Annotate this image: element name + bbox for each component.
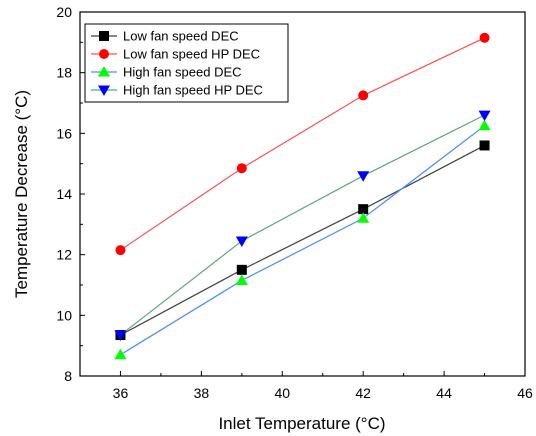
x-tick-label: 36 bbox=[113, 385, 129, 401]
x-tick-label: 38 bbox=[194, 385, 210, 401]
y-tick-label: 18 bbox=[56, 65, 72, 81]
data-point bbox=[478, 119, 491, 131]
data-point bbox=[479, 140, 490, 151]
legend-item: High fan speed DEC bbox=[91, 65, 242, 80]
series-2 bbox=[115, 32, 490, 256]
series-line bbox=[120, 125, 485, 356]
y-tick-label: 12 bbox=[56, 247, 72, 263]
x-tick-label: 44 bbox=[436, 385, 452, 401]
y-tick-label: 10 bbox=[56, 307, 72, 323]
legend-item: Low fan speed DEC bbox=[91, 29, 239, 44]
series-layer bbox=[114, 32, 491, 360]
legend-item: Low fan speed HP DEC bbox=[91, 47, 260, 62]
x-axis: 36 38 40 42 44 46 bbox=[79, 371, 533, 401]
data-point bbox=[358, 90, 369, 101]
data-point bbox=[357, 171, 370, 182]
legend-label: High fan speed HP DEC bbox=[123, 83, 263, 98]
data-point bbox=[235, 236, 248, 248]
legend-box bbox=[84, 23, 289, 103]
data-point bbox=[114, 348, 127, 360]
legend-marker bbox=[99, 31, 109, 41]
data-point bbox=[236, 264, 247, 275]
legend-label: Low fan speed DEC bbox=[123, 29, 239, 44]
legend-item: High fan speed HP DEC bbox=[91, 83, 263, 98]
data-point bbox=[358, 204, 369, 215]
y-axis: 8 10 12 14 16 18 20 bbox=[56, 4, 85, 384]
legend-marker bbox=[98, 66, 110, 77]
legend-label: Low fan speed HP DEC bbox=[123, 47, 260, 62]
y-tick-label: 8 bbox=[64, 368, 72, 384]
series-line bbox=[120, 114, 485, 336]
x-tick-label: 40 bbox=[274, 385, 290, 401]
series-3 bbox=[114, 119, 491, 360]
data-point bbox=[478, 110, 491, 122]
legend-label: High fan speed DEC bbox=[123, 65, 242, 80]
series-line bbox=[120, 37, 485, 251]
y-axis-title: Temperature Decrease (°C) bbox=[12, 90, 31, 298]
legend-marker bbox=[99, 49, 109, 59]
data-point bbox=[115, 245, 126, 256]
data-point bbox=[357, 212, 370, 223]
data-point bbox=[114, 330, 127, 342]
y-tick-label: 14 bbox=[56, 186, 72, 202]
series-line bbox=[120, 144, 485, 336]
legend: Low fan speed DEC Low fan speed HP DEC Hig… bbox=[84, 23, 289, 103]
y-tick-label: 16 bbox=[56, 125, 72, 141]
x-axis-title: Inlet Temperature (°C) bbox=[218, 414, 385, 433]
data-point bbox=[479, 32, 490, 43]
x-tick-label: 42 bbox=[355, 385, 371, 401]
legend-marker bbox=[98, 85, 110, 96]
series-4 bbox=[114, 110, 491, 342]
series-1 bbox=[115, 140, 490, 341]
x-tick-label: 46 bbox=[517, 385, 533, 401]
data-point bbox=[236, 163, 247, 174]
y-tick-label: 20 bbox=[56, 4, 72, 20]
data-point bbox=[235, 274, 248, 285]
